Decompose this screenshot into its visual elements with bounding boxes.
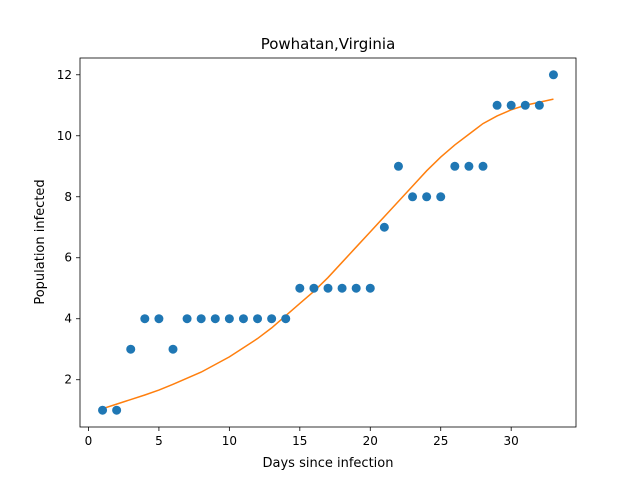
- y-tick-label: 2: [64, 373, 72, 387]
- axes-frame: [79, 57, 577, 428]
- data-point: [281, 314, 291, 324]
- plot-area: 0 5 10 15 20 25 30 2 4 6 8 10 12: [57, 57, 577, 448]
- data-point: [436, 192, 446, 202]
- y-tick-label: 4: [64, 312, 72, 326]
- x-tick-label: 15: [292, 434, 307, 448]
- data-point: [210, 314, 220, 324]
- y-axis-label: Population infected: [33, 179, 48, 304]
- fit-curve: [102, 98, 554, 410]
- data-point: [548, 70, 558, 80]
- data-point: [337, 283, 347, 293]
- data-point: [112, 405, 122, 415]
- data-point: [520, 100, 530, 110]
- data-point: [238, 314, 248, 324]
- data-point: [422, 192, 432, 202]
- x-tick-label: 0: [85, 434, 93, 448]
- y-tick-label: 10: [57, 129, 72, 143]
- data-point: [464, 161, 474, 171]
- data-point: [98, 405, 108, 415]
- data-point: [379, 222, 389, 232]
- x-tick-label: 10: [222, 434, 237, 448]
- data-point: [295, 283, 305, 293]
- data-point: [408, 192, 418, 202]
- x-tick-label: 20: [363, 434, 378, 448]
- data-point: [393, 161, 403, 171]
- data-point: [168, 344, 178, 354]
- data-point: [478, 161, 488, 171]
- data-point: [323, 283, 333, 293]
- data-point: [365, 283, 375, 293]
- data-point: [224, 314, 234, 324]
- data-point: [140, 314, 150, 324]
- data-point: [267, 314, 277, 324]
- data-point: [450, 161, 460, 171]
- x-tick-label: 5: [155, 434, 163, 448]
- x-axis-label: Days since infection: [263, 456, 394, 471]
- x-tick-label: 25: [433, 434, 448, 448]
- data-point: [506, 100, 516, 110]
- y-tick-label: 8: [64, 190, 72, 204]
- data-point: [154, 314, 164, 324]
- data-point: [182, 314, 192, 324]
- y-tick-label: 6: [64, 251, 72, 265]
- x-tick-label: 30: [504, 434, 519, 448]
- data-point: [351, 283, 361, 293]
- data-point: [196, 314, 206, 324]
- data-point: [309, 283, 319, 293]
- y-tick-label: 12: [57, 68, 72, 82]
- data-point: [492, 100, 502, 110]
- data-point: [253, 314, 263, 324]
- data-point: [534, 100, 544, 110]
- data-point: [126, 344, 136, 354]
- chart-title: Powhatan,Virginia: [261, 35, 396, 53]
